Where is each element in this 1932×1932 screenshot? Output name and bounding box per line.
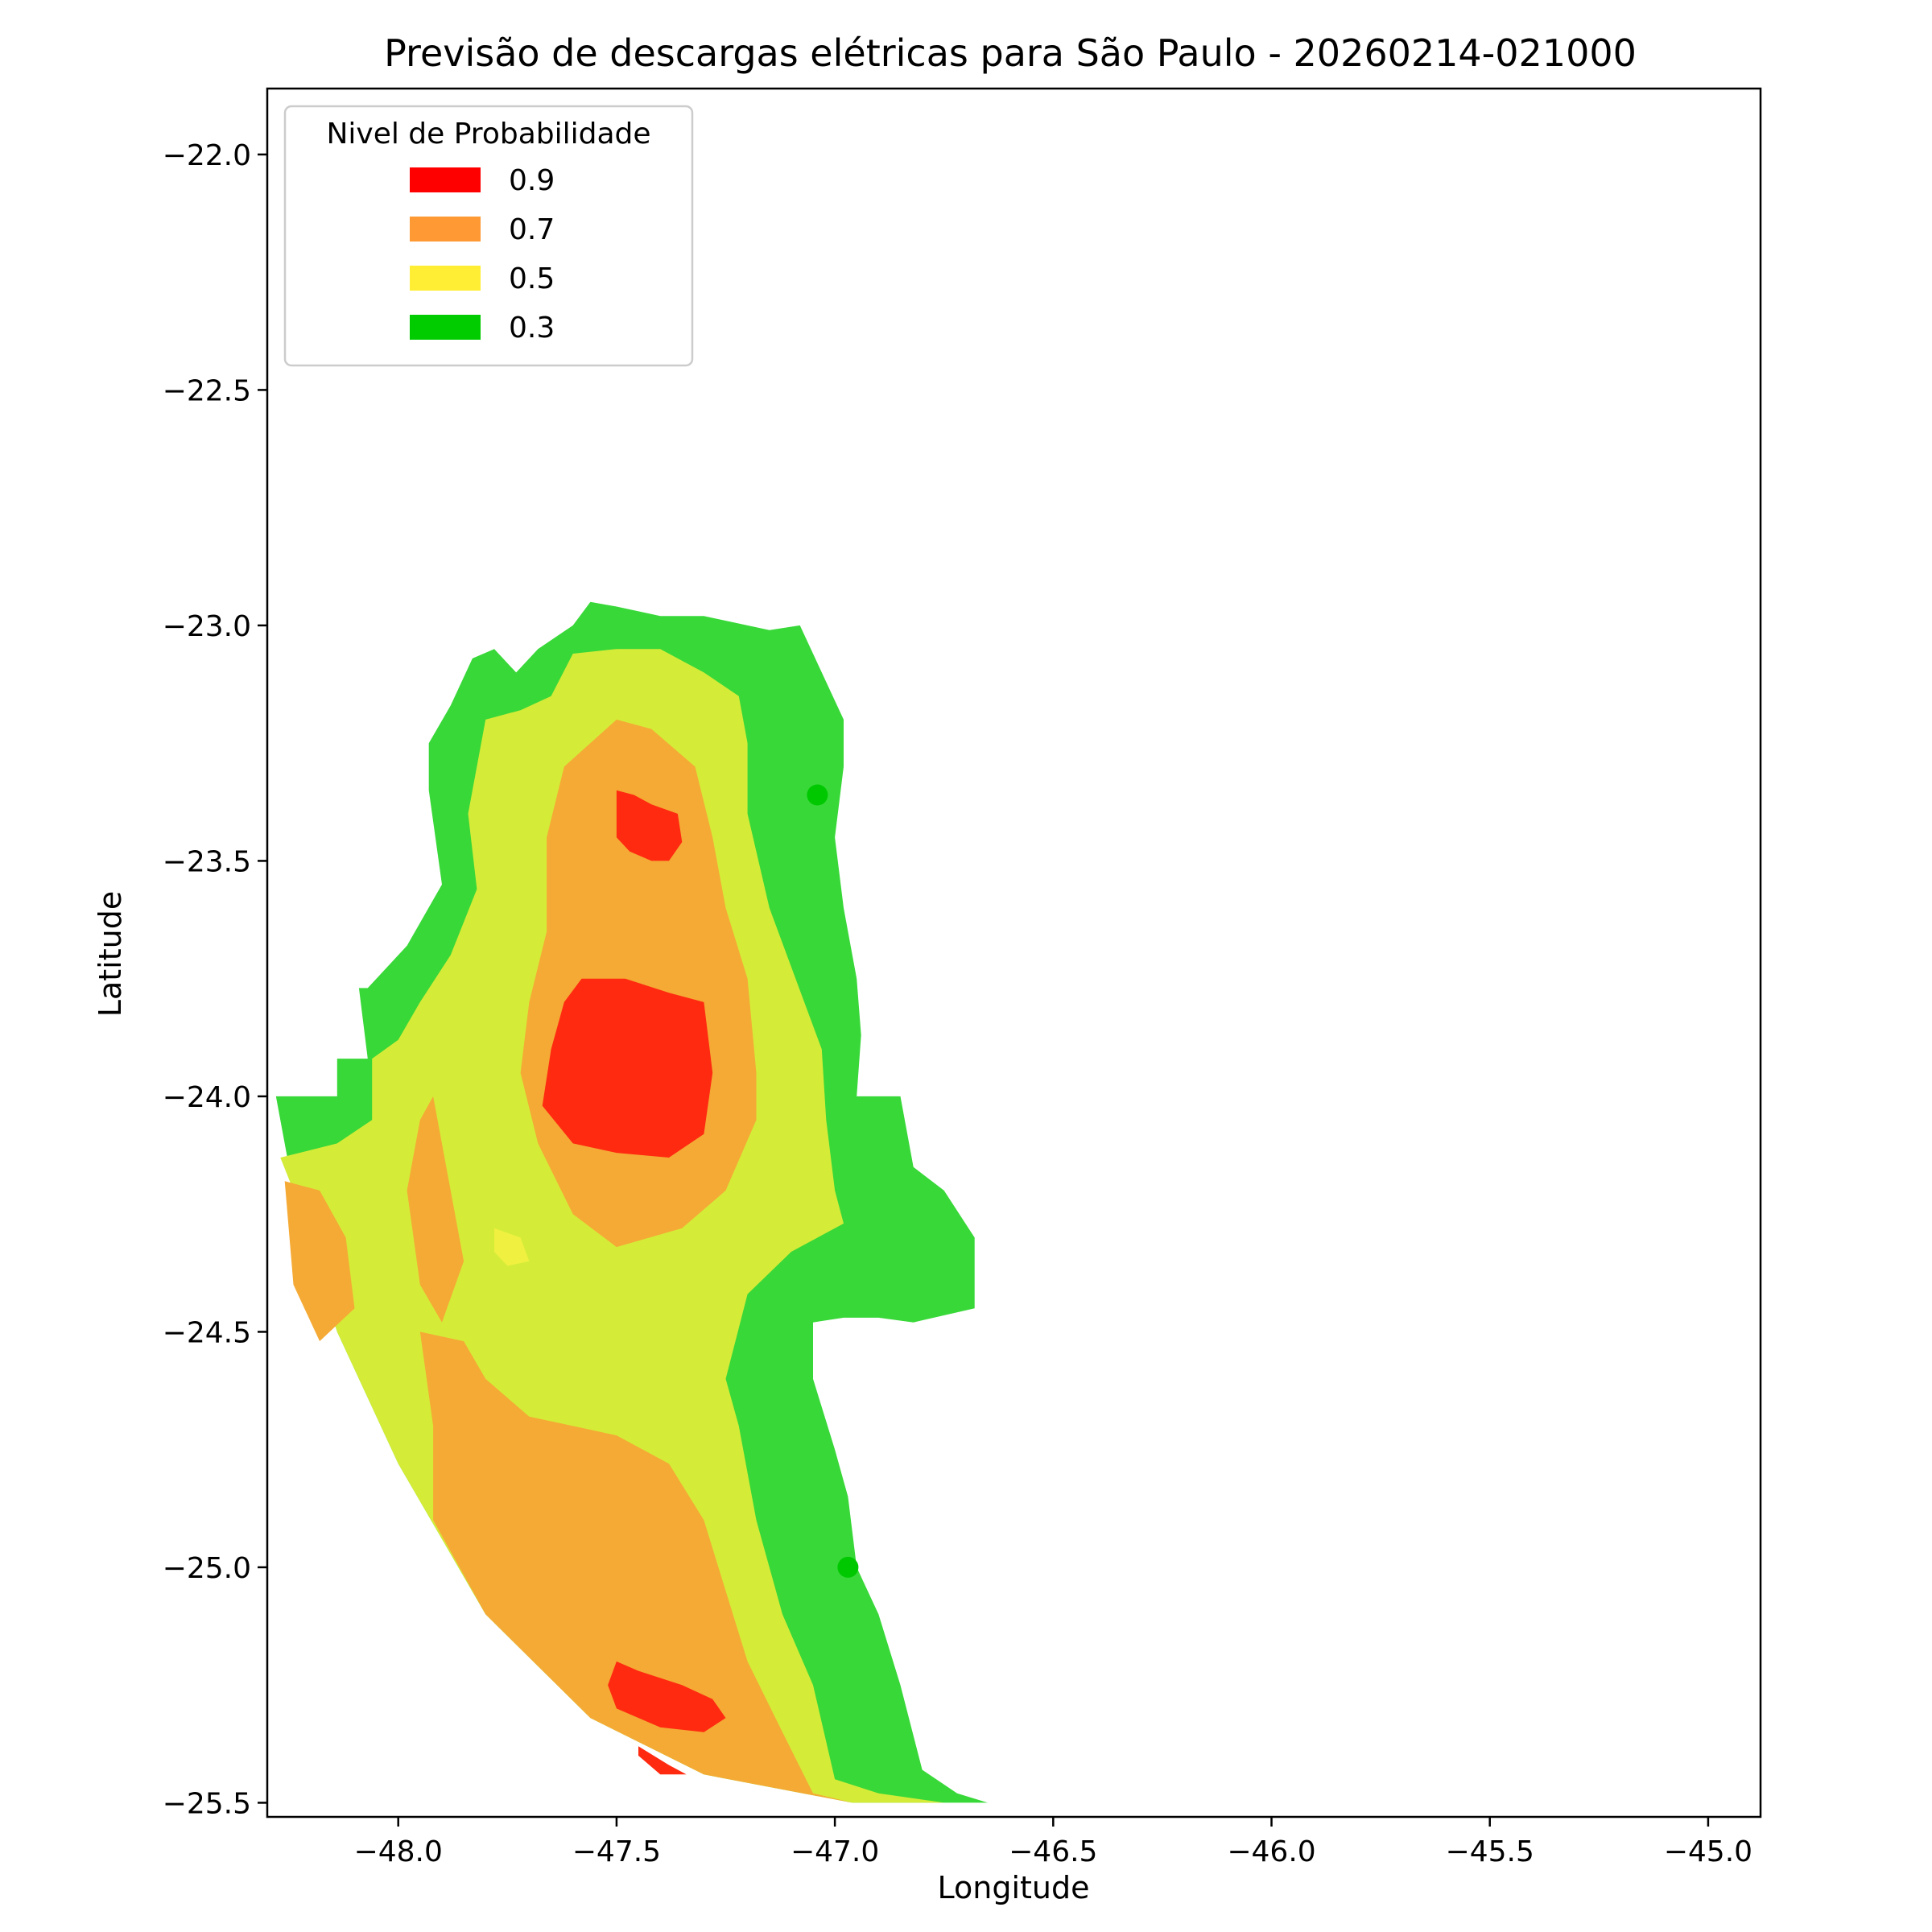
contour-level-0-7-region-3-2 (419, 1331, 852, 1803)
contour-level-0-5-region-2-0 (494, 1228, 530, 1266)
contour-layer (275, 601, 988, 1803)
contour-level-0-9-region-4-2 (608, 1661, 726, 1732)
y-axis: −22.0 −22.5 −23.0 −23.5 −24.0 −24.5 −25.0 −25.5 (163, 139, 267, 1820)
contour-level-0-9-region-4-0 (616, 790, 683, 861)
x-tick-label: −47.0 (791, 1835, 879, 1868)
contour-level-0-7-region-3-3 (407, 1096, 464, 1323)
x-axis: −48.0 −47.5 −47.0 −46.5 −46.0 −45.5 −45.0 (354, 1817, 1752, 1868)
contour-level-0-9-region-4-1 (542, 978, 713, 1158)
x-axis-label: Longitude (938, 1870, 1090, 1905)
y-tick-label: −24.0 (163, 1081, 251, 1114)
chart-title: Previsão de descargas elétricas para São… (384, 31, 1637, 75)
legend-label-0-9: 0.9 (509, 164, 555, 197)
y-tick-label: −24.5 (163, 1316, 251, 1349)
legend-box (283, 105, 694, 367)
x-tick-label: −45.0 (1664, 1835, 1752, 1868)
y-tick-label: −25.0 (163, 1552, 251, 1585)
legend-swatch-0-5 (410, 266, 481, 291)
y-tick-label: −23.5 (163, 845, 251, 878)
legend-swatch-0-7 (410, 217, 481, 242)
x-tick-label: −48.0 (354, 1835, 443, 1868)
y-axis-label: Latitude (93, 891, 128, 1017)
y-tick-label: −25.5 (163, 1787, 251, 1820)
contour-level-0-3-spot-0 (807, 784, 828, 806)
legend-entries: 0.9 0.7 0.5 0.3 (410, 164, 555, 345)
x-tick-label: −46.0 (1227, 1835, 1315, 1868)
y-tick-label: −22.5 (163, 374, 251, 407)
contour-level-0-3-spot-1 (837, 1556, 859, 1578)
contour-level-0-7-region-3-1 (284, 1181, 355, 1342)
legend-label-0-7: 0.7 (509, 213, 555, 246)
legend-label-0-5: 0.5 (509, 262, 555, 295)
contour-level-0-9-region-4-3 (638, 1746, 687, 1775)
x-tick-label: −45.5 (1446, 1835, 1534, 1868)
legend-label-0-3: 0.3 (509, 312, 555, 345)
legend-swatch-0-9 (410, 167, 481, 192)
legend: Nivel de Probabilidade 0.9 0.7 0.5 0.3 (283, 105, 694, 367)
x-tick-label: −47.5 (572, 1835, 661, 1868)
legend-swatch-0-3 (410, 315, 481, 340)
y-tick-label: −23.0 (163, 610, 251, 643)
x-tick-label: −46.5 (1009, 1835, 1097, 1868)
y-tick-label: −22.0 (163, 139, 251, 172)
plot-frame (266, 87, 1762, 1818)
legend-title: Nivel de Probabilidade (326, 118, 650, 151)
